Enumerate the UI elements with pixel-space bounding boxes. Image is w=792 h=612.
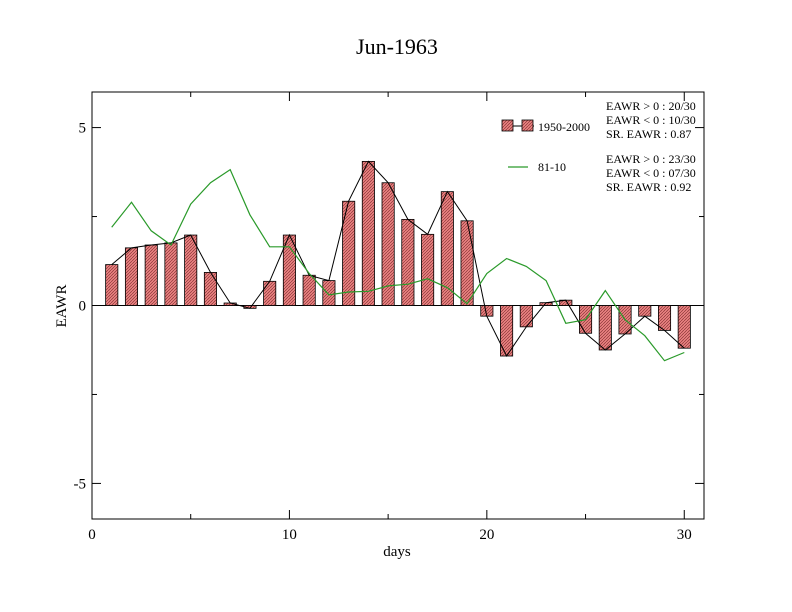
bar: [401, 218, 415, 306]
bar: [263, 280, 277, 306]
bar: [421, 233, 435, 306]
bar: [144, 244, 158, 306]
line-series-81-10: [111, 168, 685, 362]
bar: [657, 305, 672, 331]
bar: [460, 220, 474, 306]
stats-text: SR. EAWR : 0.87: [606, 127, 691, 141]
chart-title: Jun-1963: [356, 34, 438, 59]
ticks-layer: 0 10 20 30 -5 0 5: [74, 92, 704, 543]
legend-bar-swatch: [521, 119, 534, 132]
bar: [322, 280, 336, 306]
stats-text: EAWR > 0 : 23/30: [606, 152, 696, 166]
stats-text: EAWR < 0 : 10/30: [606, 113, 696, 127]
x-tick-label: 30: [677, 527, 692, 543]
bar: [184, 234, 198, 306]
bar: [638, 305, 652, 317]
bar: [519, 305, 533, 328]
x-tick-label: 10: [282, 527, 297, 543]
bar: [105, 264, 119, 306]
stats-text: EAWR > 0 : 20/30: [606, 99, 696, 113]
bar-series-line: [111, 160, 685, 357]
x-tick-label: 0: [88, 527, 96, 543]
stats-text: EAWR < 0 : 07/30: [606, 166, 696, 180]
x-axis-label: days: [383, 544, 411, 560]
legend-bar-swatch: [501, 119, 514, 132]
y-tick-label: -5: [74, 476, 87, 492]
y-tick-label: 0: [79, 299, 87, 315]
marks-layer: [92, 160, 704, 362]
legend-label-1950-2000: 1950-2000: [538, 120, 590, 134]
bar: [164, 242, 178, 306]
bar: [361, 160, 375, 306]
y-tick-label: 5: [79, 121, 87, 137]
bar: [124, 247, 139, 306]
bar: [203, 272, 217, 306]
bar: [302, 274, 316, 306]
bar: [677, 305, 691, 349]
legend-label-81-10: 81-10: [538, 160, 566, 174]
y-axis-label: EAWR: [54, 285, 70, 328]
bar: [598, 305, 612, 351]
stats-text: SR. EAWR : 0.92: [606, 180, 691, 194]
x-tick-label: 20: [479, 527, 494, 543]
